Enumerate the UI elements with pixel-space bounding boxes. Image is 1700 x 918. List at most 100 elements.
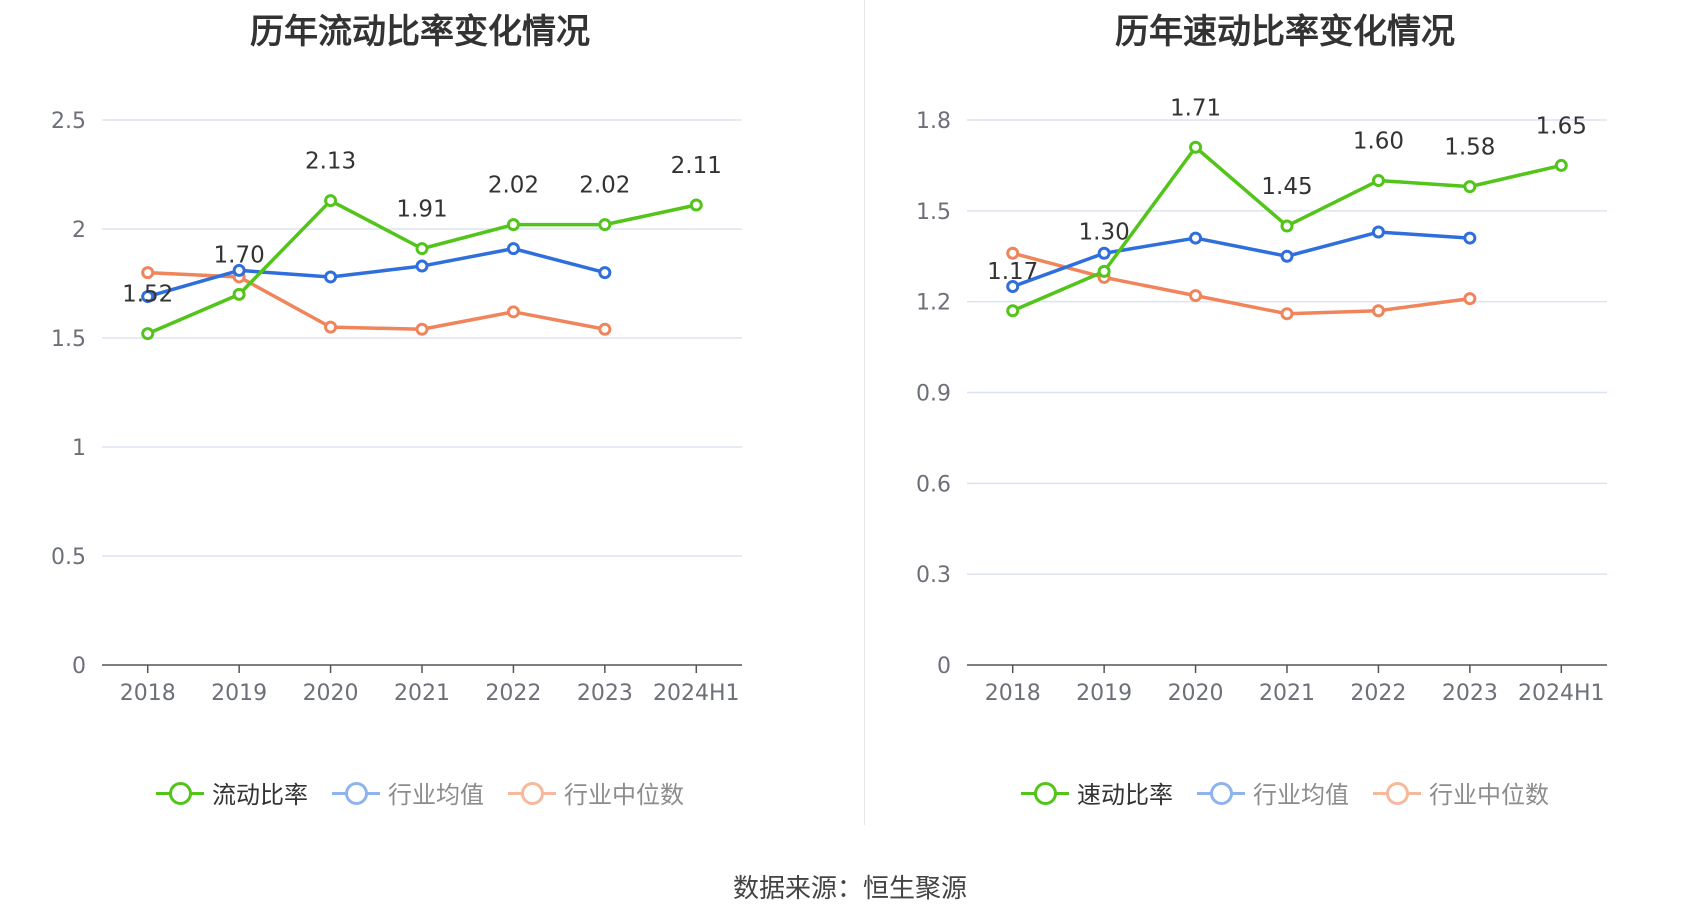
data-point xyxy=(1006,280,1020,294)
x-tick-label: 2024H1 xyxy=(1518,681,1605,706)
data-label: 1.91 xyxy=(396,197,447,223)
data-point xyxy=(1371,304,1385,318)
data-point xyxy=(1280,249,1294,263)
data-label: 1.71 xyxy=(1170,95,1221,121)
x-tick-label: 2021 xyxy=(1259,681,1315,706)
legend-line-circle-icon xyxy=(1021,779,1069,807)
data-point xyxy=(1371,174,1385,188)
data-point xyxy=(689,198,703,212)
panel-divider xyxy=(864,0,865,825)
data-point xyxy=(232,263,246,277)
legend-item-industry-median[interactable]: 行业中位数 xyxy=(1373,775,1549,810)
data-label: 1.58 xyxy=(1444,135,1495,161)
legend-line-circle-icon xyxy=(332,779,380,807)
y-tick-label: 1.5 xyxy=(916,200,951,225)
data-label: 1.60 xyxy=(1353,129,1404,155)
y-tick-label: 1 xyxy=(72,436,86,461)
legend-item-quick-ratio[interactable]: 速动比率 xyxy=(1021,775,1173,810)
data-label: 2.11 xyxy=(671,153,722,179)
x-tick-label: 2020 xyxy=(303,681,359,706)
data-label: 1.70 xyxy=(214,242,265,268)
x-tick-label: 2019 xyxy=(211,681,267,706)
current-ratio-panel: 历年流动比率变化情况 0 0.5 1 1.5 2 2.5 2018 2019 2020 2021 2… xyxy=(0,0,850,830)
data-point xyxy=(324,320,338,334)
data-label: 1.17 xyxy=(987,259,1038,285)
data-point xyxy=(1463,180,1477,194)
x-tick-label: 2018 xyxy=(120,681,176,706)
y-tick-label: 2.5 xyxy=(51,109,86,134)
y-tick-label: 0.9 xyxy=(916,382,951,407)
x-tick-label: 2023 xyxy=(1442,681,1498,706)
y-tick-label: 1.8 xyxy=(916,109,951,134)
series-line xyxy=(1012,251,1471,316)
quick-ratio-panel: 历年速动比率变化情况 0 0.3 0.6 0.9 1.2 1.5 1.8 2018 2019 20… xyxy=(865,0,1700,830)
data-label: 2.02 xyxy=(488,173,539,199)
data-point xyxy=(141,327,155,341)
x-tick-label: 2022 xyxy=(1350,681,1406,706)
legend-line-circle-icon xyxy=(1373,779,1421,807)
data-point xyxy=(415,259,429,273)
data-point xyxy=(324,194,338,208)
data-point xyxy=(1463,292,1477,306)
legend-label: 行业中位数 xyxy=(564,781,684,809)
x-tick-label: 2024H1 xyxy=(653,681,740,706)
data-point xyxy=(1097,264,1111,278)
data-point xyxy=(1189,140,1203,154)
data-point xyxy=(1189,289,1203,303)
data-point xyxy=(598,266,612,280)
data-point xyxy=(415,322,429,336)
legend-item-current-ratio[interactable]: 流动比率 xyxy=(156,775,308,810)
data-point xyxy=(324,270,338,284)
series-line xyxy=(1012,230,1470,289)
data-point xyxy=(1189,231,1203,245)
data-point xyxy=(415,242,429,256)
y-tick-label: 0.5 xyxy=(51,545,86,570)
x-tick-label: 2021 xyxy=(394,681,450,706)
data-point xyxy=(506,218,520,232)
y-tick-label: 0 xyxy=(937,654,951,679)
data-point xyxy=(598,322,612,336)
data-point xyxy=(141,290,155,304)
data-source: 数据来源：恒生聚源 xyxy=(732,874,967,904)
data-point xyxy=(1280,307,1294,321)
data-point xyxy=(1554,158,1568,172)
x-tick-label: 2022 xyxy=(485,681,541,706)
data-point xyxy=(1280,219,1294,233)
data-point xyxy=(1006,304,1020,318)
legend-line-circle-icon xyxy=(156,779,204,807)
legend-label: 行业中位数 xyxy=(1429,781,1549,809)
legend: 流动比率 行业均值 行业中位数 xyxy=(0,775,840,810)
data-point xyxy=(1006,246,1020,260)
chart-title: 历年流动比率变化情况 xyxy=(250,12,590,52)
series-line xyxy=(147,246,606,299)
y-tick-label: 2 xyxy=(72,218,86,243)
legend-label: 行业均值 xyxy=(1253,781,1349,809)
legend-item-industry-median[interactable]: 行业中位数 xyxy=(508,775,684,810)
chart-title: 历年速动比率变化情况 xyxy=(1115,12,1455,52)
data-label: 1.65 xyxy=(1536,113,1587,139)
data-label: 1.30 xyxy=(1079,219,1130,245)
data-point xyxy=(506,242,520,256)
x-tick-label: 2018 xyxy=(985,681,1041,706)
legend-item-industry-mean[interactable]: 行业均值 xyxy=(332,775,484,810)
legend-label: 速动比率 xyxy=(1077,781,1173,809)
y-tick-label: 0.6 xyxy=(916,472,951,497)
y-tick-label: 1.5 xyxy=(51,327,86,352)
legend-item-industry-mean[interactable]: 行业均值 xyxy=(1197,775,1349,810)
y-tick-label: 1.2 xyxy=(916,291,951,316)
data-point xyxy=(506,305,520,319)
data-label: 1.52 xyxy=(122,282,173,308)
x-tick-label: 2020 xyxy=(1168,681,1224,706)
legend-label: 行业均值 xyxy=(388,781,484,809)
legend-line-circle-icon xyxy=(1197,779,1245,807)
legend-line-circle-icon xyxy=(508,779,556,807)
data-point xyxy=(1097,246,1111,260)
legend: 速动比率 行业均值 行业中位数 xyxy=(865,775,1700,810)
data-label: 2.02 xyxy=(579,173,630,199)
x-tick-label: 2023 xyxy=(577,681,633,706)
quick-ratio-chart: 0 0.3 0.6 0.9 1.2 1.5 1.8 2018 2019 2020 2021 2022 2… xyxy=(916,95,1607,706)
data-point xyxy=(598,218,612,232)
data-point xyxy=(232,287,246,301)
data-label: 2.13 xyxy=(305,149,356,175)
x-tick-label: 2019 xyxy=(1076,681,1132,706)
